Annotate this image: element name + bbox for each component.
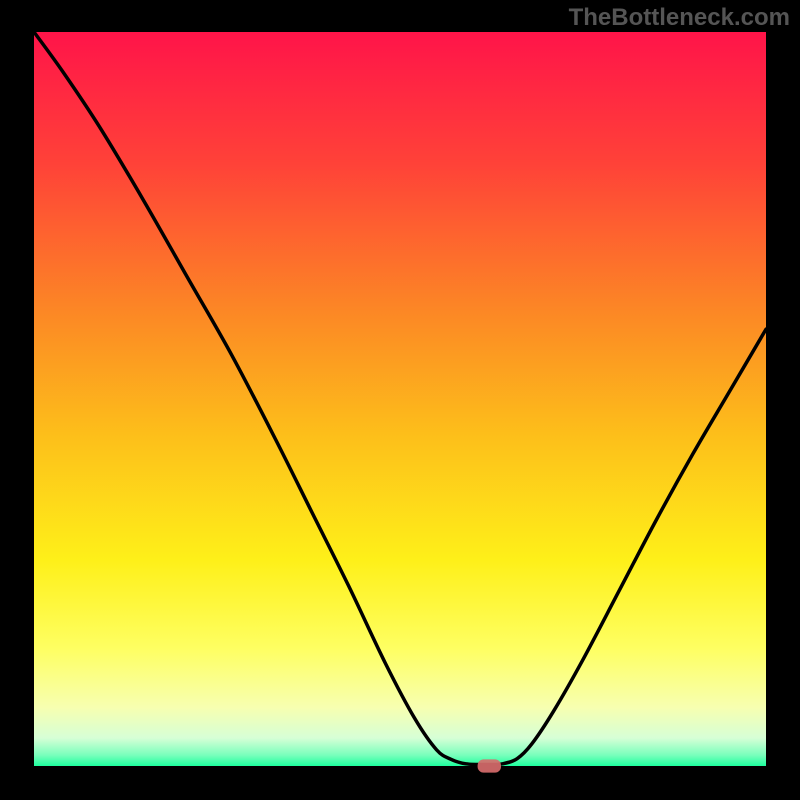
chart-container: TheBottleneck.com: [0, 0, 800, 800]
bottleneck-chart-svg: [0, 0, 800, 800]
plot-gradient-background: [34, 32, 766, 766]
watermark-label: TheBottleneck.com: [569, 4, 790, 32]
optimal-point-marker: [478, 759, 501, 772]
